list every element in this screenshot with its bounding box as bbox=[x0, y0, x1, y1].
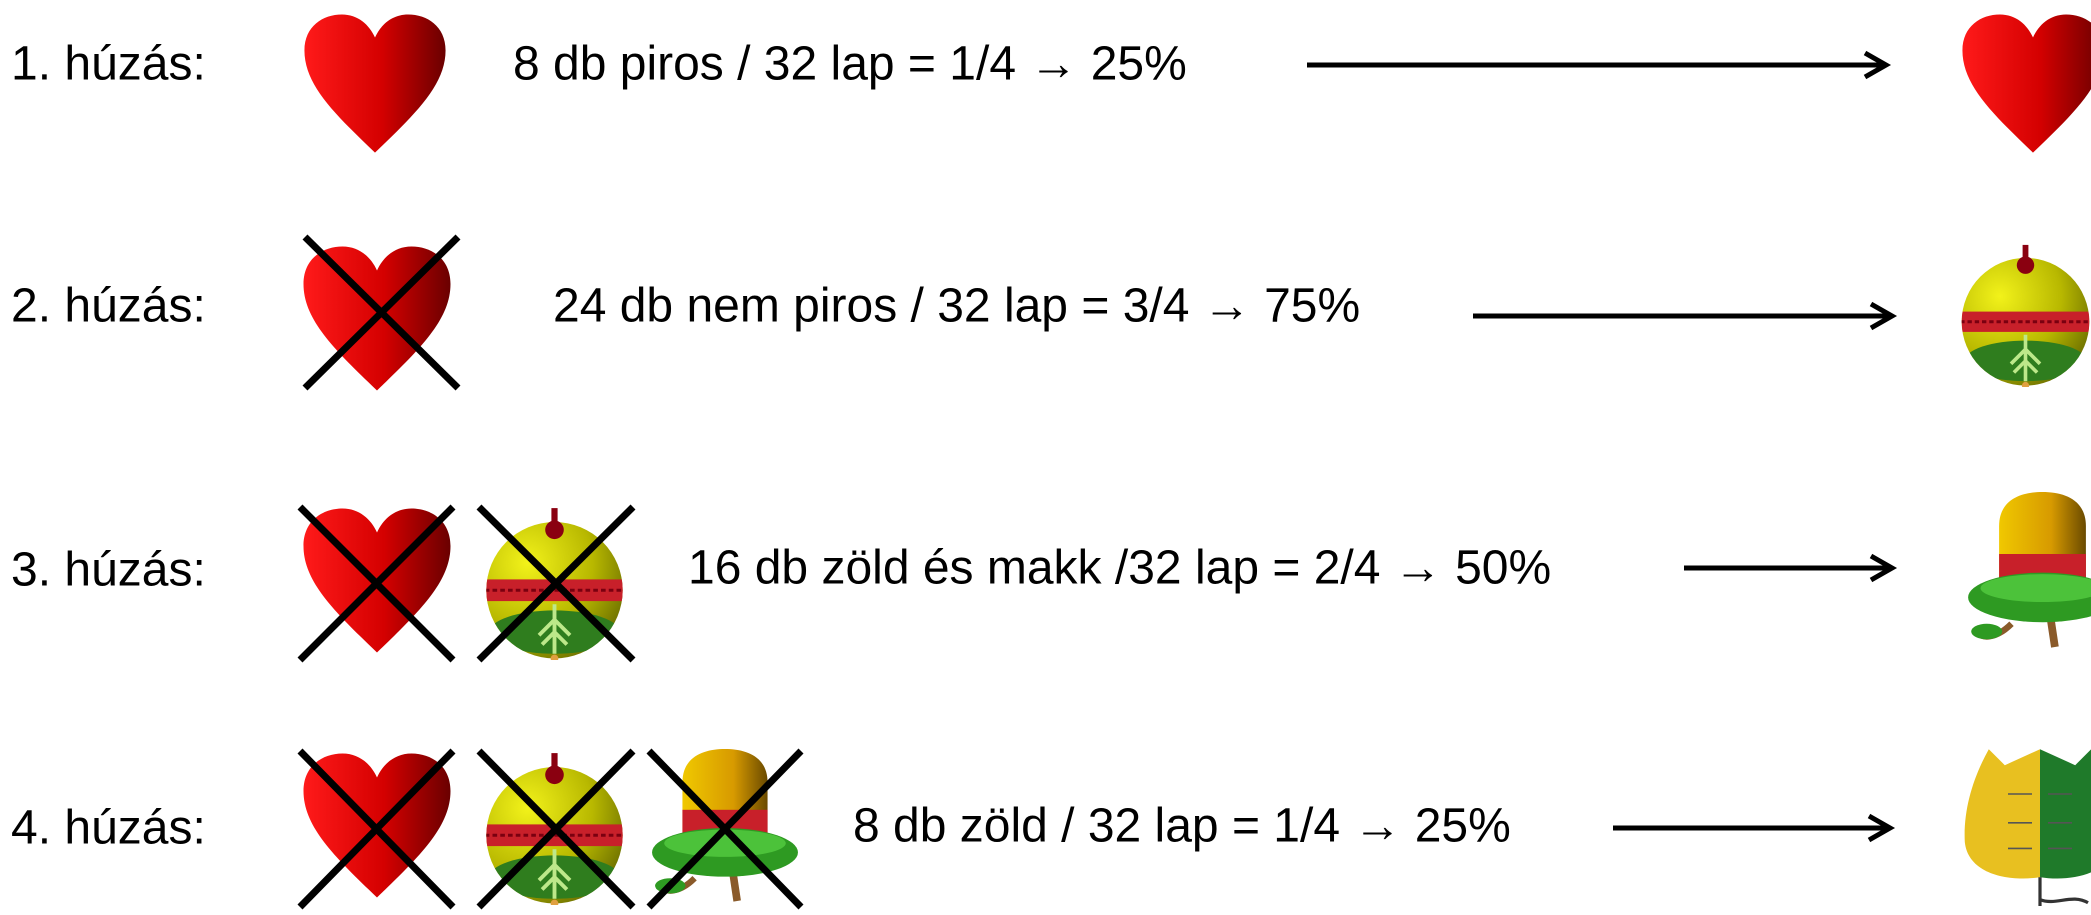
arrow bbox=[1307, 53, 1886, 77]
result-bell bbox=[1953, 245, 2091, 389]
row-formula: 8 db piros / 32 lap = 1/4 → 25% bbox=[513, 38, 1187, 91]
row-label: 4. húzás: bbox=[11, 802, 206, 855]
row-label: 3. húzás: bbox=[11, 544, 206, 597]
heart-icon bbox=[304, 14, 445, 152]
arrow bbox=[1473, 304, 1892, 328]
result-heart bbox=[1962, 14, 2091, 152]
arrow bbox=[1684, 556, 1892, 580]
diagram: 1. húzás: 2. húzás: 3. húzás: 4. húzás: … bbox=[0, 0, 2091, 915]
row-label: 1. húzás: bbox=[11, 38, 206, 91]
row-formula: 16 db zöld és makk /32 lap = 2/4 → 50% bbox=[688, 542, 1551, 595]
row-formula: 8 db zöld / 32 lap = 1/4 → 25% bbox=[853, 800, 1511, 853]
row-formula: 24 db nem piros / 32 lap = 3/4 → 75% bbox=[553, 280, 1360, 333]
result-acorn bbox=[1968, 492, 2091, 647]
result-leaf bbox=[1965, 749, 2091, 906]
row-label: 2. húzás: bbox=[11, 280, 206, 333]
arrow bbox=[1613, 816, 1890, 840]
